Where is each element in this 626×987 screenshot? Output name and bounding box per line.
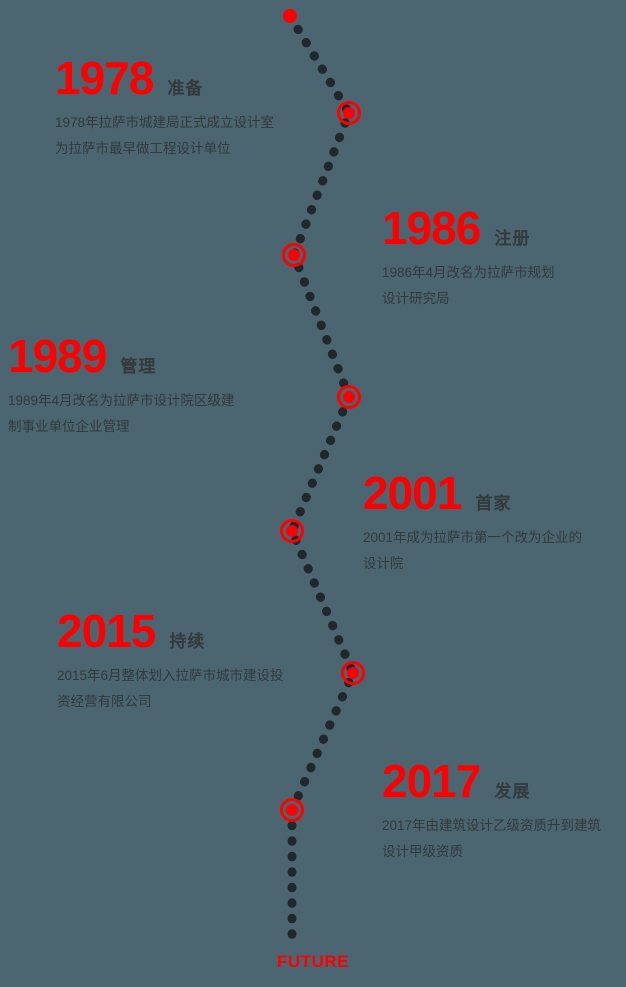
milestone-description-line-2: 为拉萨市最早做工程设计单位 [55, 141, 231, 156]
milestone-year-1989: 1989 [8, 330, 107, 382]
milestone-description-1986: 1986年4月改名为拉萨市规划 设计研究局 [382, 260, 555, 312]
milestone-entry-1978: 1978 准备 1978年拉萨市城建局正式成立设计室 为拉萨市最早做工程设计单位 [55, 55, 274, 162]
milestone-description-line-1: 2017年由建筑设计乙级资质升到建筑 [382, 818, 602, 833]
milestone-description-line-2: 设计甲级资质 [382, 844, 463, 859]
milestone-description-line-1: 1978年拉萨市城建局正式成立设计室 [55, 115, 275, 130]
milestone-description-1989: 1989年4月改名为拉萨市设计院区级建 制事业单位企业管理 [8, 388, 235, 440]
milestone-entry-2015: 2015 持续 2015年6月整体划入拉萨市城市建设投 资经营有限公司 [57, 608, 284, 715]
milestone-description-2001: 2001年成为拉萨市第一个改为企业的 设计院 [363, 525, 582, 577]
milestone-description-line-1: 1986年4月改名为拉萨市规划 [382, 265, 555, 280]
timeline-start-dot [283, 9, 297, 23]
milestone-tag-2017: 发展 [494, 782, 531, 801]
milestone-heading-1986: 1986 注册 [382, 205, 555, 251]
milestone-heading-2017: 2017 发展 [382, 758, 601, 804]
milestone-description-2015: 2015年6月整体划入拉萨市城市建设投 资经营有限公司 [57, 663, 284, 715]
milestone-description-line-1: 2015年6月整体划入拉萨市城市建设投 [57, 668, 284, 683]
milestone-entry-2017: 2017 发展 2017年由建筑设计乙级资质升到建筑 设计甲级资质 [382, 758, 601, 865]
milestone-year-1986: 1986 [382, 202, 481, 254]
milestone-description-line-2: 资经营有限公司 [57, 694, 152, 709]
milestone-description-line-2: 设计院 [363, 556, 404, 571]
milestone-heading-1978: 1978 准备 [55, 55, 274, 101]
milestone-node-2017[interactable] [280, 798, 304, 822]
milestone-entry-2001: 2001 首家 2001年成为拉萨市第一个改为企业的 设计院 [363, 470, 582, 577]
milestone-description-line-2: 设计研究局 [382, 291, 450, 306]
milestone-node-2001[interactable] [280, 519, 304, 543]
milestone-node-1986[interactable] [282, 243, 306, 267]
milestone-heading-2001: 2001 首家 [363, 470, 582, 516]
milestone-description-2017: 2017年由建筑设计乙级资质升到建筑 设计甲级资质 [382, 813, 601, 865]
future-label: FUTURE [277, 952, 349, 971]
milestone-tag-1989: 管理 [120, 357, 157, 376]
milestone-tag-2015: 持续 [169, 632, 206, 651]
milestone-year-2017: 2017 [382, 755, 481, 807]
milestone-node-2015[interactable] [341, 661, 365, 685]
milestone-year-2015: 2015 [57, 605, 156, 657]
milestone-description-1978: 1978年拉萨市城建局正式成立设计室 为拉萨市最早做工程设计单位 [55, 110, 274, 162]
milestone-entry-1989: 1989 管理 1989年4月改名为拉萨市设计院区级建 制事业单位企业管理 [8, 333, 235, 440]
milestone-description-line-1: 1989年4月改名为拉萨市设计院区级建 [8, 393, 235, 408]
milestone-entry-1986: 1986 注册 1986年4月改名为拉萨市规划 设计研究局 [382, 205, 555, 312]
milestone-node-1978[interactable] [337, 101, 361, 125]
milestone-heading-2015: 2015 持续 [57, 608, 284, 654]
milestone-tag-1986: 注册 [494, 229, 531, 248]
milestone-tag-2001: 首家 [475, 494, 512, 513]
milestone-tag-1978: 准备 [167, 79, 204, 98]
milestone-heading-1989: 1989 管理 [8, 333, 235, 379]
milestone-year-2001: 2001 [363, 467, 462, 519]
milestone-year-1978: 1978 [55, 52, 154, 104]
milestone-description-line-2: 制事业单位企业管理 [8, 419, 130, 434]
milestone-node-1989[interactable] [337, 385, 361, 409]
milestone-description-line-1: 2001年成为拉萨市第一个改为企业的 [363, 530, 583, 545]
